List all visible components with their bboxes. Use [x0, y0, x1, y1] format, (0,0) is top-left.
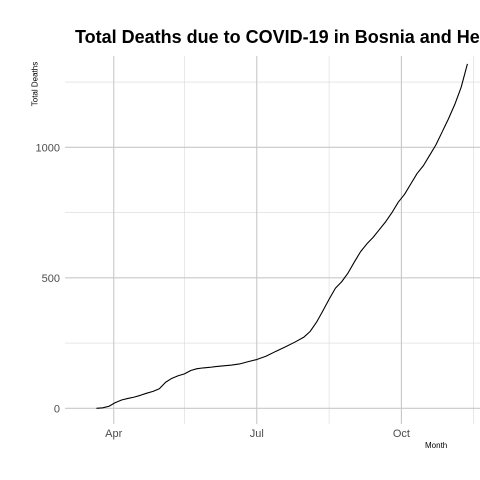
x-tick-label: Apr: [105, 428, 122, 440]
major-gridlines: [65, 56, 480, 424]
y-tick-label: 0: [54, 403, 60, 415]
x-tick-label: Jul: [250, 428, 264, 440]
series-line-total-deaths: [96, 63, 468, 409]
chart-title: Total Deaths due to COVID-19 in Bosnia a…: [75, 27, 480, 47]
y-tick-label: 500: [42, 273, 60, 285]
x-axis-label: Month: [425, 441, 448, 450]
y-tick-labels: 0 500 1000: [36, 142, 60, 415]
minor-gridlines: [65, 56, 480, 424]
x-tick-labels: Apr Jul Oct: [105, 428, 410, 440]
x-tick-label: Oct: [393, 428, 410, 440]
y-tick-label: 1000: [36, 142, 60, 154]
